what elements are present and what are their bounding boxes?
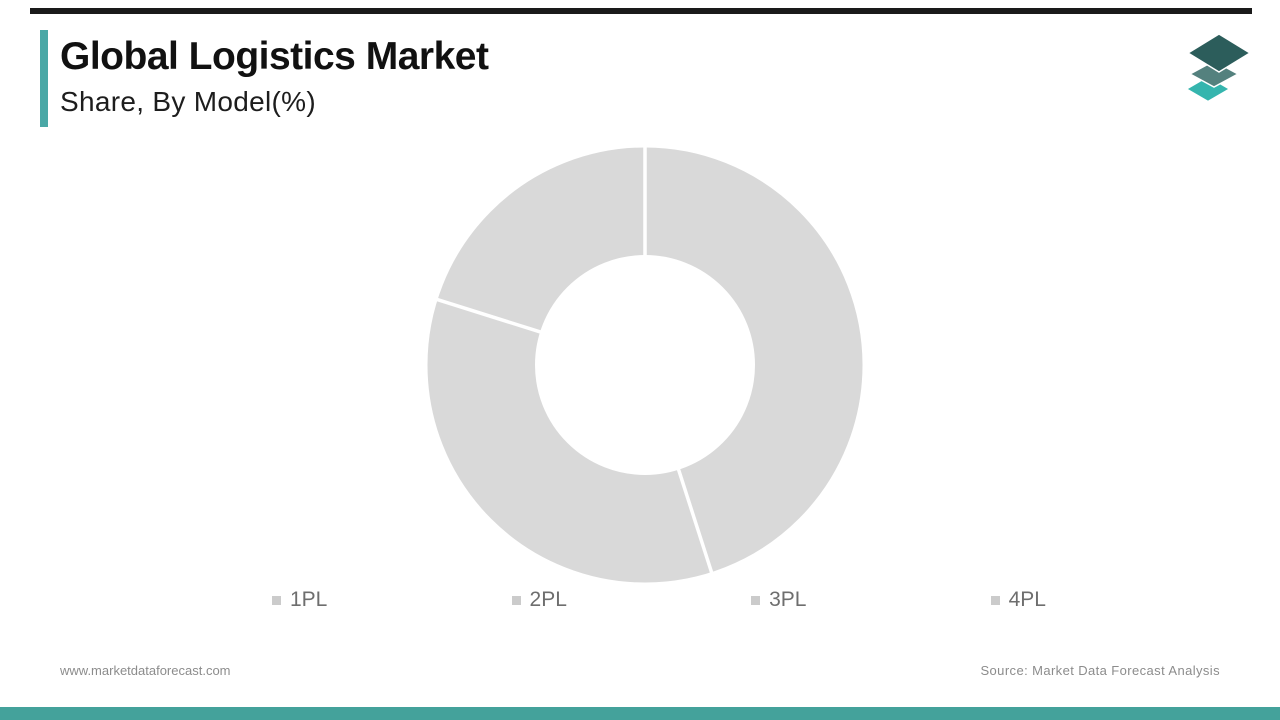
header: Global Logistics Market Share, By Model(… xyxy=(60,34,489,118)
bottom-bar xyxy=(0,707,1280,720)
legend-label: 1PL xyxy=(290,588,328,611)
source-note: Source: Market Data Forecast Analysis xyxy=(980,663,1220,678)
legend-item-3pl[interactable]: 3PL xyxy=(751,588,806,612)
legend-label: 2PL xyxy=(529,588,567,611)
top-rule xyxy=(30,8,1252,14)
legend-label: 3PL xyxy=(769,588,807,611)
page-subtitle: Share, By Model(%) xyxy=(60,86,316,117)
title-accent-bar xyxy=(40,30,48,127)
chart-legend: 1PL 2PL 3PL 4PL xyxy=(272,588,1046,612)
website-link[interactable]: www.marketdataforecast.com xyxy=(60,663,231,678)
legend-marker-icon xyxy=(511,595,521,605)
legend-item-2pl[interactable]: 2PL xyxy=(511,588,567,612)
page-title: Global Logistics Market xyxy=(60,35,489,78)
footer: www.marketdataforecast.com Source: Marke… xyxy=(60,663,1220,678)
legend-marker-icon xyxy=(751,595,761,605)
legend-label: 4PL xyxy=(1008,588,1046,611)
legend-marker-icon xyxy=(272,595,281,605)
legend-item-4pl[interactable]: 4PL xyxy=(990,588,1046,612)
legend-item-1pl[interactable]: 1PL xyxy=(272,588,327,612)
legend-marker-icon xyxy=(990,595,1000,605)
layers-logo-icon xyxy=(1185,33,1252,103)
